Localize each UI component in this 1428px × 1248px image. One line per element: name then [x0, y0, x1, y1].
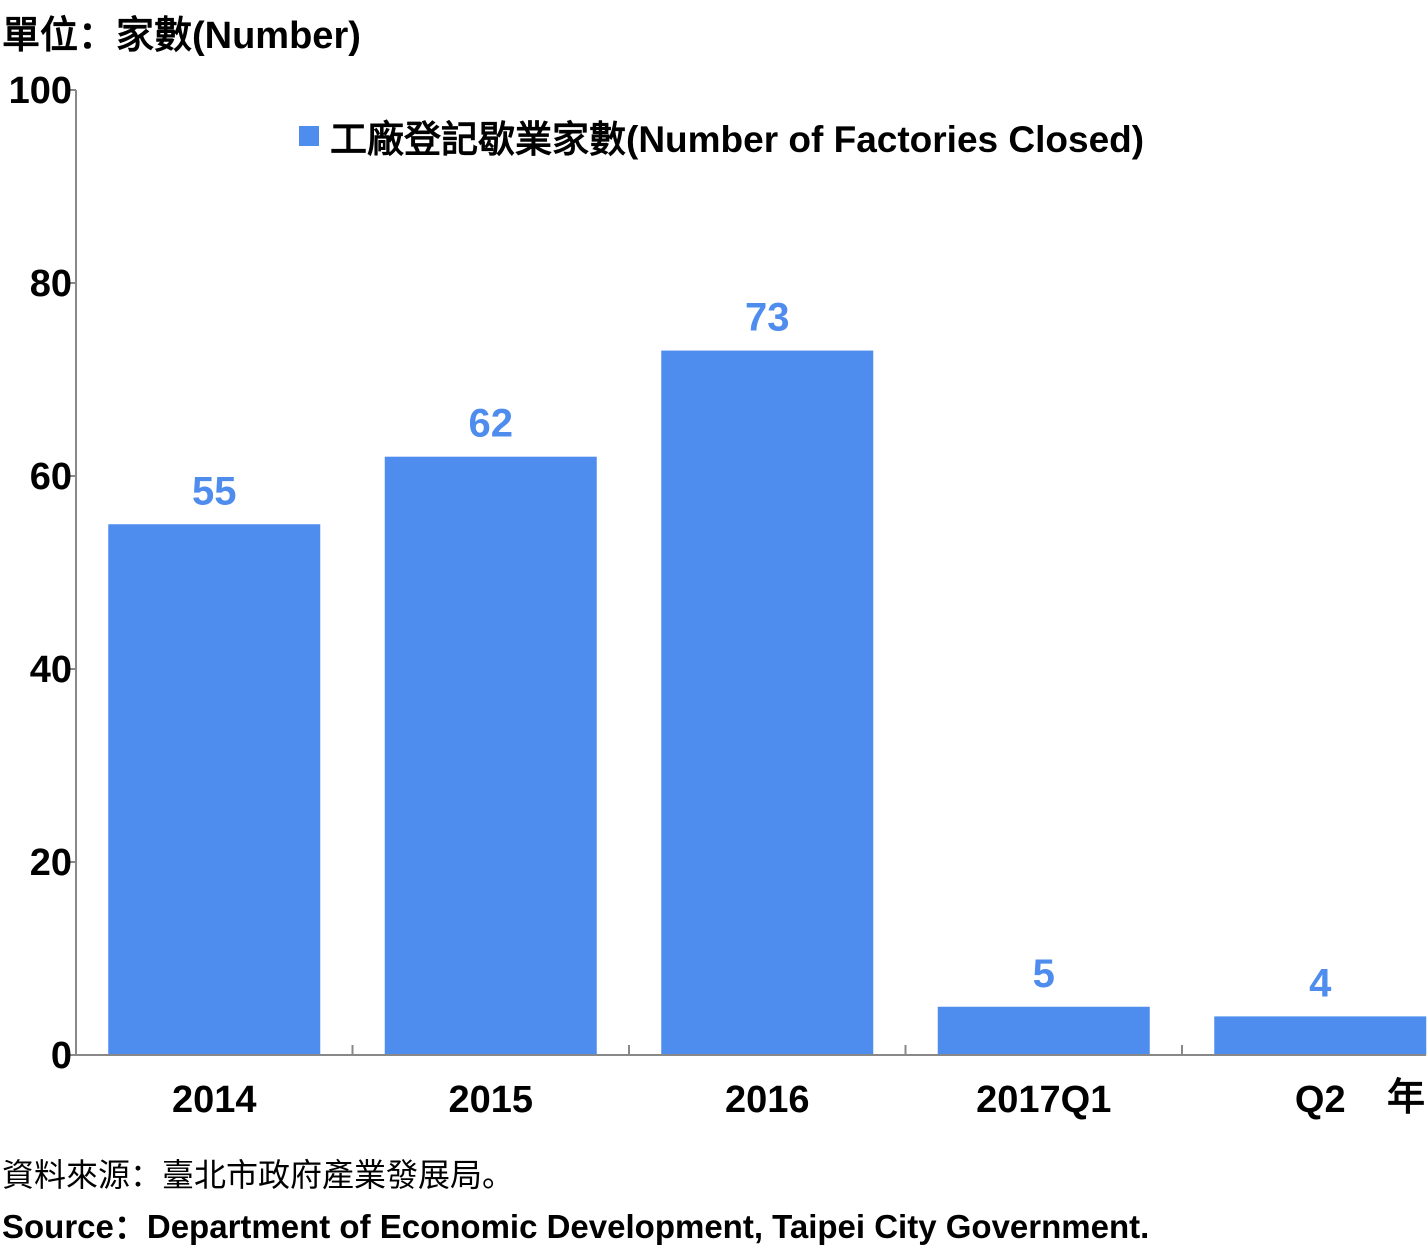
- bar-2014: [108, 524, 321, 1055]
- data-label: 55: [192, 469, 237, 513]
- bar-2016: [661, 350, 874, 1055]
- bars-layer: [108, 350, 1427, 1055]
- bar-2017Q1: [937, 1006, 1150, 1055]
- legend-label: 工廠登記歇業家數(Number of Factories Closed): [330, 118, 1144, 160]
- x-tick-label: Q2: [1295, 1079, 1346, 1121]
- y-tick-label: 60: [30, 456, 72, 498]
- legend: 工廠登記歇業家數(Number of Factories Closed): [299, 118, 1144, 160]
- y-tick-label: 20: [30, 842, 72, 884]
- data-label: 62: [469, 402, 514, 446]
- source-note-english: Source：Department of Economic Developmen…: [2, 1208, 1150, 1245]
- bar-2015: [384, 456, 597, 1055]
- x-axis-unit-label: 年: [1387, 1077, 1425, 1119]
- legend-swatch: [299, 126, 319, 146]
- axes-layer: [68, 89, 1426, 1056]
- x-tick-label: 2016: [725, 1079, 810, 1121]
- unit-label: 單位：家數(Number): [2, 15, 361, 57]
- y-tick-label: 0: [51, 1035, 72, 1077]
- data-label: 73: [745, 296, 790, 340]
- y-tick-label: 40: [30, 649, 72, 691]
- data-label: 5: [1033, 952, 1055, 996]
- x-tick-label: 2015: [448, 1079, 533, 1121]
- data-label: 4: [1309, 961, 1332, 1005]
- y-tick-label: 100: [9, 70, 72, 112]
- x-tick-label: 2014: [172, 1079, 257, 1121]
- bar-Q2: [1214, 1016, 1427, 1055]
- x-tick-label: 2017Q1: [976, 1079, 1111, 1121]
- labels-layer: 0 20 40 60 80 100 2014 2015 2016 2017Q1 Q2 年 55 62 73 5…: [9, 70, 1425, 1121]
- source-note-chinese: 資料來源：臺北市政府產業發展局。: [2, 1157, 515, 1193]
- y-tick-label: 80: [30, 263, 72, 305]
